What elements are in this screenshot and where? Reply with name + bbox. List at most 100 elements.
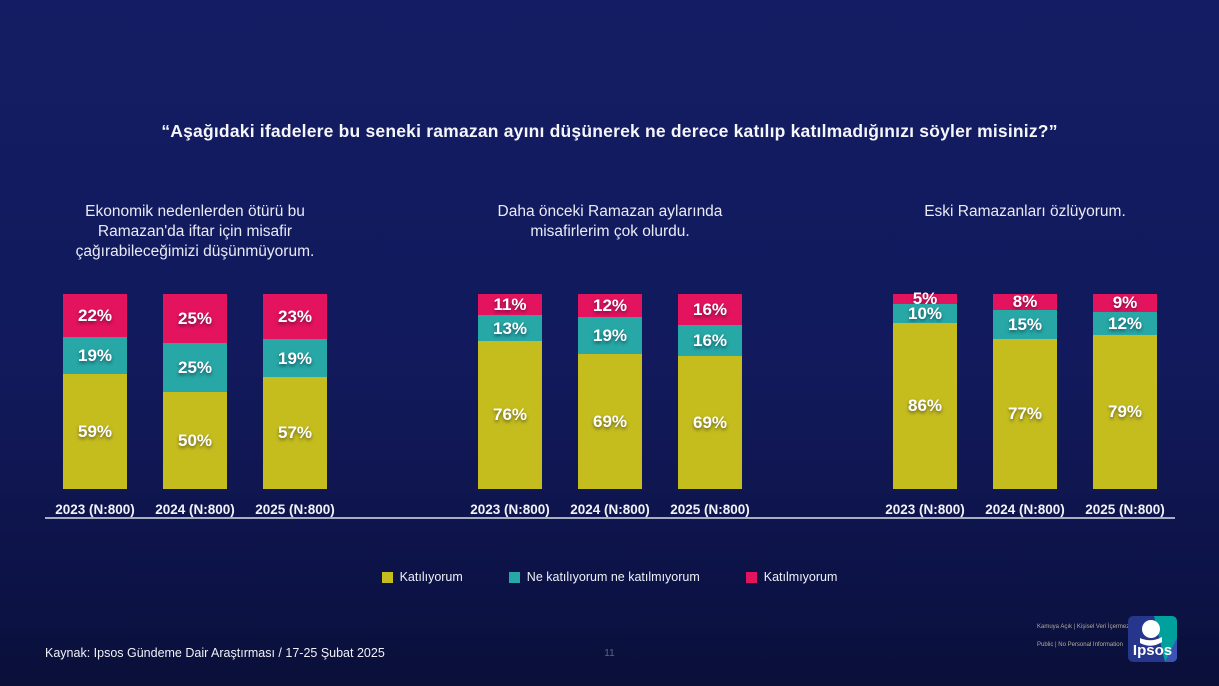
bar-segment: 25% xyxy=(163,342,227,392)
bar-cell: 23% 19% 57% 2025 (N:800) xyxy=(245,294,345,517)
bar-cell: 11% 13% 76% 2023 (N:800) xyxy=(460,294,560,517)
bar-segment: 15% xyxy=(993,309,1057,339)
bar-segment: 5% xyxy=(893,290,957,307)
stacked-bar: 12% 19% 69% xyxy=(578,294,642,489)
bar-segment: 57% xyxy=(263,376,327,489)
bar-segment: 76% xyxy=(478,340,542,489)
bar-segment: 79% xyxy=(1093,334,1157,489)
page-number: 11 xyxy=(604,648,615,659)
segment-value-label: 5% xyxy=(912,289,938,309)
segment-value-label: 57% xyxy=(277,423,313,443)
legend-item: Ne katılıyorum ne katılmıyorum xyxy=(508,570,700,584)
stacked-bar: 22% 19% 59% xyxy=(63,294,127,489)
segment-value-label: 25% xyxy=(177,308,213,328)
segment-value-label: 8% xyxy=(1012,292,1038,312)
x-axis-label: 2023 (N:800) xyxy=(885,502,965,517)
bar-segment: 9% xyxy=(1093,294,1157,312)
bar-cell: 9% 12% 79% 2025 (N:800) xyxy=(1075,294,1175,517)
bar-segment: 19% xyxy=(578,317,642,355)
segment-value-label: 13% xyxy=(492,318,528,338)
segment-value-label: 19% xyxy=(592,326,628,346)
bar-segment: 50% xyxy=(163,391,227,489)
segment-value-label: 19% xyxy=(77,345,113,365)
chart-baseline xyxy=(45,517,1175,519)
ipsos-logo-graphic: Ipsos xyxy=(1128,616,1177,662)
privacy-line-2: Public | No Personal Information xyxy=(1037,642,1123,648)
x-axis-label: 2024 (N:800) xyxy=(570,502,650,517)
chart-group-1: Ekonomik nedenlerden ötürü bu Ramazan'da… xyxy=(45,202,345,547)
segment-value-label: 76% xyxy=(492,405,528,425)
privacy-line-1: Kamuya Açık | Kişisel Veri İçermez xyxy=(1037,624,1130,630)
bar-segment: 59% xyxy=(63,373,127,489)
segment-value-label: 79% xyxy=(1107,402,1143,422)
group-bars: 11% 13% 76% 2023 (N:800) 12% 19% 69% 2024 (N:80… xyxy=(460,294,760,517)
group-bars: 5% 10% 86% 2023 (N:800) 8% 15% 77% 2024 (N:800)… xyxy=(875,290,1175,517)
group-subtitle: Daha önceki Ramazan aylarında misafirler… xyxy=(497,203,723,240)
bar-cell: 25% 25% 50% 2024 (N:800) xyxy=(145,294,245,517)
bar-cell: 22% 19% 59% 2023 (N:800) xyxy=(45,294,145,517)
bar-segment: 13% xyxy=(478,315,542,341)
legend-label: Katılıyorum xyxy=(399,570,463,584)
segment-value-label: 86% xyxy=(907,396,943,416)
stacked-bar: 25% 25% 50% xyxy=(163,294,227,489)
legend-label: Ne katılıyorum ne katılmıyorum xyxy=(526,570,700,584)
group-subtitle: Ekonomik nedenlerden ötürü bu Ramazan'da… xyxy=(75,203,315,260)
privacy-note: Kamuya Açık | Kişisel Veri İçermez Publi… xyxy=(1037,618,1129,654)
bar-cell: 5% 10% 86% 2023 (N:800) xyxy=(875,290,975,517)
legend-item: Katılmıyorum xyxy=(745,570,838,584)
segment-value-label: 12% xyxy=(1107,313,1143,333)
stacked-bar: 9% 12% 79% xyxy=(1093,294,1157,489)
segment-value-label: 19% xyxy=(277,348,313,368)
bar-cell: 8% 15% 77% 2024 (N:800) xyxy=(975,292,1075,517)
x-axis-label: 2025 (N:800) xyxy=(255,502,335,517)
legend: Katılıyorum Ne katılıyorum ne katılmıyoru… xyxy=(0,570,1219,584)
segment-value-label: 77% xyxy=(1007,404,1043,424)
bar-segment: 19% xyxy=(263,339,327,377)
segment-value-label: 69% xyxy=(592,412,628,432)
segment-value-label: 22% xyxy=(77,305,113,325)
page-title: “Aşağıdaki ifadelere bu seneki ramazan a… xyxy=(161,121,1058,141)
segment-value-label: 69% xyxy=(692,412,728,432)
ipsos-logo: Ipsos xyxy=(1128,616,1177,662)
bar-segment: 23% xyxy=(263,294,327,340)
legend-label: Katılmıyorum xyxy=(763,570,838,584)
segment-value-label: 59% xyxy=(77,421,113,441)
legend-swatch xyxy=(381,571,393,583)
x-axis-label: 2023 (N:800) xyxy=(55,502,135,517)
bar-segment: 69% xyxy=(678,355,742,489)
segment-value-label: 25% xyxy=(177,357,213,377)
stacked-bar: 23% 19% 57% xyxy=(263,294,327,489)
x-axis-label: 2024 (N:800) xyxy=(155,502,235,517)
bar-segment: 69% xyxy=(578,354,642,489)
source-text: Kaynak: Ipsos Gündeme Dair Araştırması /… xyxy=(45,646,385,660)
x-axis-label: 2025 (N:800) xyxy=(1085,502,1165,517)
bar-segment: 86% xyxy=(893,322,957,489)
stacked-bar: 5% 10% 86% xyxy=(893,290,957,489)
bar-segment: 11% xyxy=(478,294,542,316)
x-axis-label: 2025 (N:800) xyxy=(670,502,750,517)
bar-segment: 22% xyxy=(63,294,127,337)
segment-value-label: 11% xyxy=(493,295,527,315)
segment-value-label: 16% xyxy=(692,299,728,319)
chart: Ekonomik nedenlerden ötürü bu Ramazan'da… xyxy=(45,202,1175,547)
stacked-bar: 8% 15% 77% xyxy=(993,292,1057,489)
bar-segment: 10% xyxy=(893,303,957,323)
bar-segment: 77% xyxy=(993,338,1057,489)
segment-value-label: 10% xyxy=(907,303,943,323)
segment-value-label: 23% xyxy=(277,307,313,327)
segment-value-label: 16% xyxy=(692,330,728,350)
bar-segment: 8% xyxy=(993,292,1057,312)
ipsos-logo-text: Ipsos xyxy=(1133,642,1172,659)
x-axis-label: 2023 (N:800) xyxy=(470,502,550,517)
bar-segment: 12% xyxy=(1093,311,1157,335)
chart-group-3: Eski Ramazanları özlüyorum. 5% 10% 86% 2023 … xyxy=(875,202,1175,547)
legend-swatch xyxy=(745,571,757,583)
x-axis-label: 2024 (N:800) xyxy=(985,502,1065,517)
bar-segment: 16% xyxy=(678,294,742,325)
segment-value-label: 9% xyxy=(1112,293,1138,313)
bar-segment: 19% xyxy=(63,336,127,374)
bar-segment: 12% xyxy=(578,294,642,318)
group-subtitle: Eski Ramazanları özlüyorum. xyxy=(924,203,1126,220)
bar-segment: 16% xyxy=(678,324,742,356)
